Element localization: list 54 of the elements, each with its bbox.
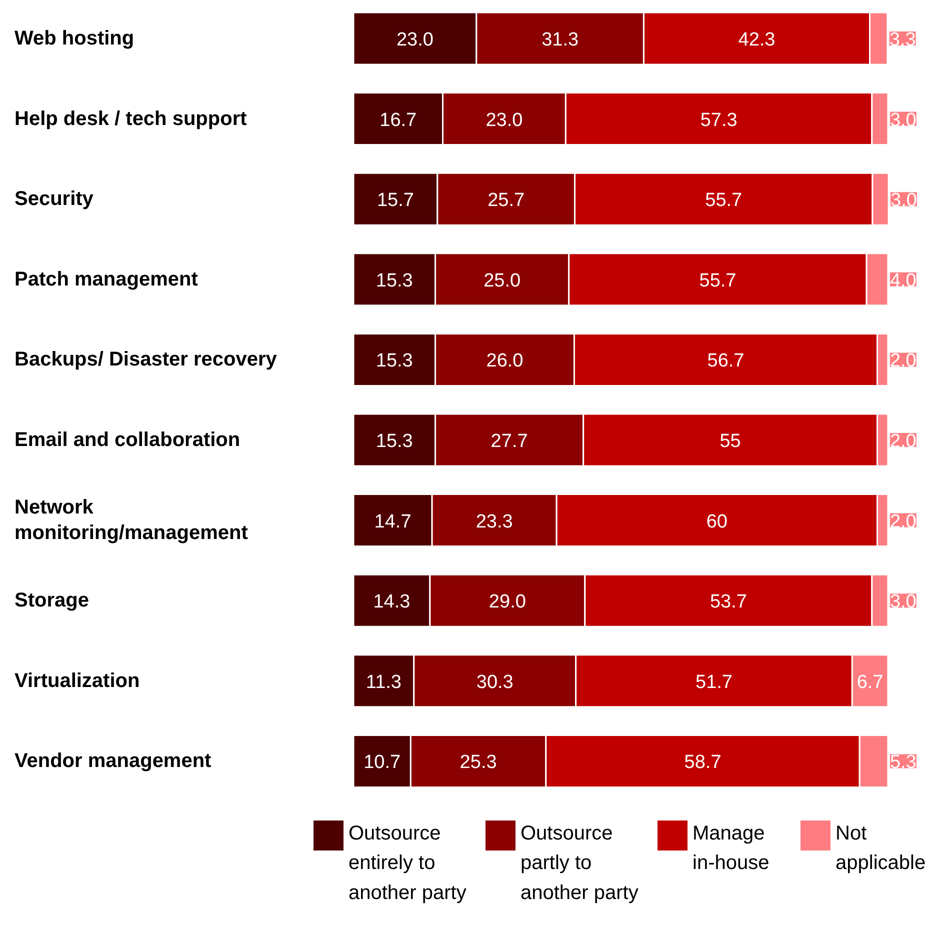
data-label: 15.7 [376,190,414,212]
data-label: 6.7 [856,672,884,693]
legend-label: Outsource partly to another party [520,822,638,904]
data-label: 30.3 [476,672,514,693]
data-label: 2.0 [890,511,916,532]
data-label: 2.0 [890,431,916,452]
y-tick-label: Vendor management [14,750,212,772]
data-label: 11.3 [366,672,402,693]
data-label: 57.3 [700,110,738,131]
data-label: 56.7 [707,350,744,372]
data-label: 25.0 [484,270,521,292]
legend-label: Manage in-house [692,822,770,874]
data-label: 3.3 [889,30,916,50]
data-label: 2.0 [890,350,916,372]
y-tick-label: Virtualization [14,670,140,692]
data-label: 25.7 [488,190,525,212]
legend-label: Outsource entirely to another party [348,822,466,904]
data-label: 58.7 [684,752,722,774]
data-label: 4.0 [890,270,916,292]
data-label: 51.7 [696,672,732,693]
y-tick-label: Security [14,188,94,210]
data-label: 42.3 [738,30,776,50]
data-label: 55 [720,431,741,452]
data-label: 23.0 [486,110,523,131]
y-tick-label: Help desk / tech support [14,108,248,130]
y-tick-label: Web hosting [14,28,134,50]
data-label: 3.0 [890,190,917,212]
data-label: 15.3 [376,270,413,292]
data-label: 53.7 [710,592,747,613]
y-tick-label: Patch management [14,268,198,290]
y-tick-label: Network monitoring/management [14,496,248,544]
data-label: 14.7 [374,511,412,532]
y-tick-label: Email and collaboration [14,429,240,451]
data-label: 23.0 [396,30,434,50]
data-label: 16.7 [380,110,417,131]
y-tick-label: Storage [14,590,89,612]
data-label: 10.7 [364,752,401,774]
legend-label: Not applicable [836,822,926,874]
data-label: 60 [706,511,728,532]
data-label: 26.0 [486,350,524,372]
data-label: 14.3 [373,592,410,613]
data-label: 3.0 [890,592,916,613]
data-label: 15.3 [376,431,413,452]
data-label: 31.3 [542,30,579,50]
data-label: 55.7 [705,190,742,212]
data-label: 23.3 [476,511,513,532]
data-label: 29.0 [488,592,526,613]
data-label: 3.0 [890,110,916,131]
data-label: 5.3 [890,752,916,774]
data-label: 27.7 [490,431,528,452]
y-tick-label: Backups/ Disaster recovery [14,348,278,371]
data-label: 55.7 [699,270,736,292]
data-label: 25.3 [460,752,497,774]
data-label: 15.3 [376,350,413,372]
